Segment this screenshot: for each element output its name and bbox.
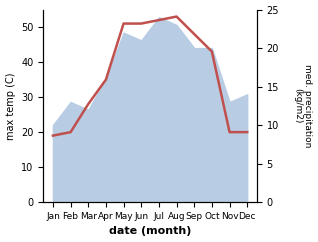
Y-axis label: max temp (C): max temp (C) bbox=[5, 72, 16, 140]
X-axis label: date (month): date (month) bbox=[109, 227, 191, 236]
Y-axis label: med. precipitation
(kg/m2): med. precipitation (kg/m2) bbox=[293, 64, 313, 148]
